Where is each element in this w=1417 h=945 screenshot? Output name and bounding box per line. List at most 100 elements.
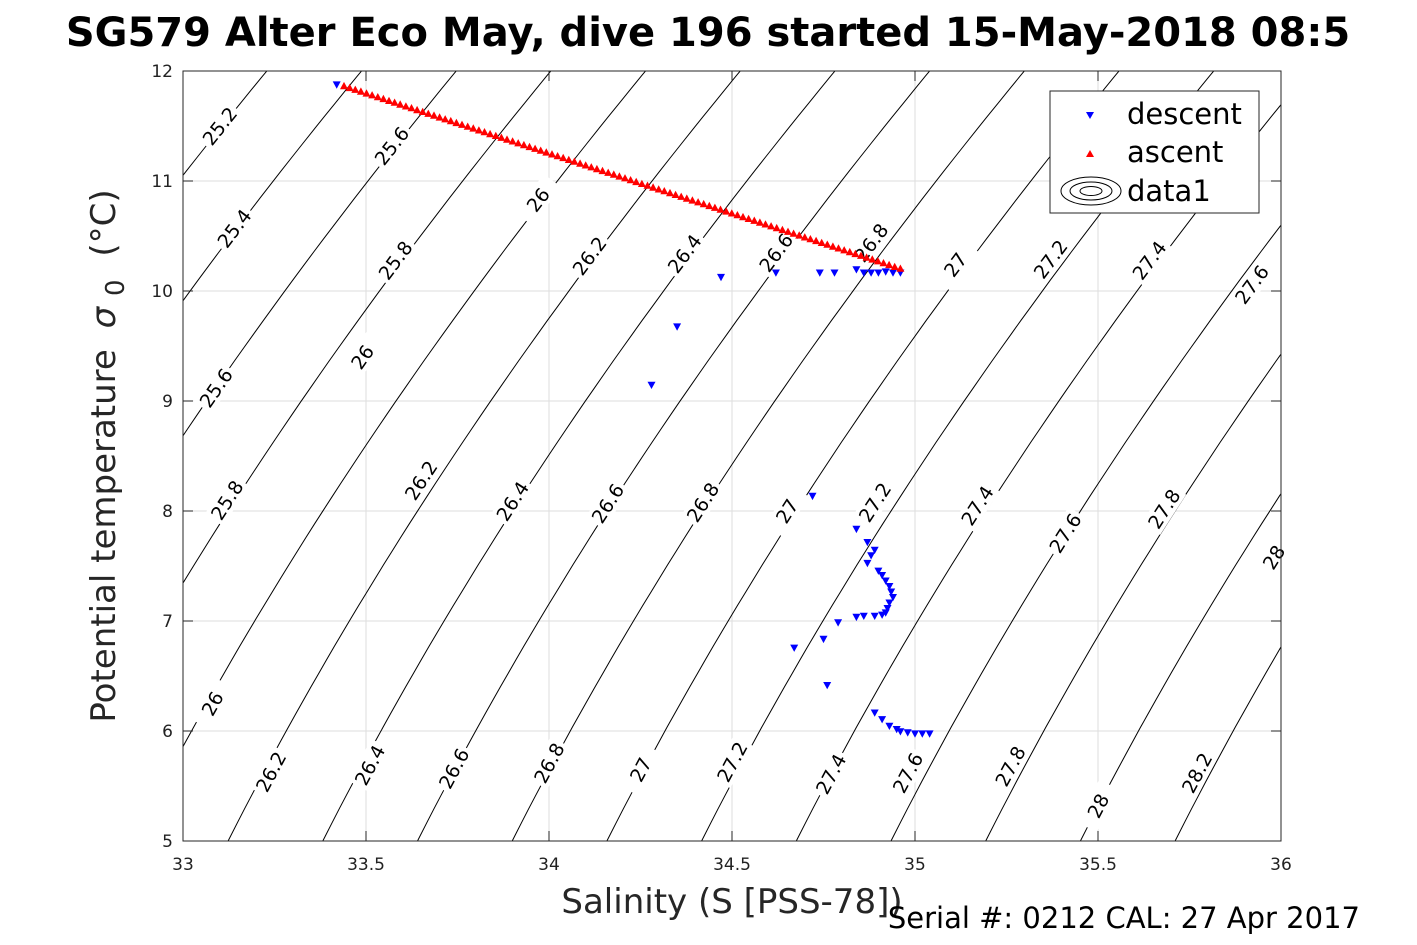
contour-label-bg xyxy=(196,100,244,152)
ascent-point xyxy=(553,152,562,160)
contour-label-bg xyxy=(1077,779,1119,833)
ascent-point xyxy=(368,91,377,99)
contour-label-bg xyxy=(190,677,234,730)
descent-point xyxy=(717,273,725,282)
ascent-point xyxy=(525,142,534,151)
contour-label-bg xyxy=(932,238,979,291)
contour-label-bg xyxy=(249,745,292,799)
descent-point xyxy=(870,546,879,554)
descent-point xyxy=(887,588,896,596)
contour-label-bg xyxy=(710,735,754,789)
ascent-point xyxy=(609,170,618,178)
y-axis-label-unit: (°C) xyxy=(84,189,124,256)
isopycnal-25.2 xyxy=(183,71,268,177)
ascent-point xyxy=(649,183,658,191)
ascent-point xyxy=(340,81,348,90)
ascent-point xyxy=(435,113,444,121)
contour-label: 26.4 xyxy=(348,738,391,792)
descent-point xyxy=(911,730,919,738)
descent-point xyxy=(885,599,894,607)
contour-label: 26.4 xyxy=(661,227,708,280)
ascent-point xyxy=(643,181,652,189)
ascent-point xyxy=(862,253,871,261)
contour-label: 28 xyxy=(1077,779,1119,833)
y-tick-label: 5 xyxy=(162,832,173,852)
ascent-point xyxy=(474,126,483,134)
ascent-point xyxy=(868,255,877,263)
contour-label: 25.6 xyxy=(368,120,416,172)
descent-point xyxy=(889,594,897,602)
descent-point xyxy=(647,381,656,389)
y-tick-label: 6 xyxy=(162,722,173,742)
ascent-point xyxy=(710,203,719,211)
footer-serial-cal: Serial #: 0212 CAL: 27 Apr 2017 xyxy=(888,901,1360,935)
contour-label-bg xyxy=(1175,746,1218,800)
ascent-point xyxy=(598,166,607,175)
ascent-point xyxy=(828,242,837,250)
y-tick-label: 7 xyxy=(162,612,173,632)
contour-label-bg xyxy=(619,743,662,796)
descent-point xyxy=(878,611,887,619)
ascent-point xyxy=(682,194,691,202)
ascent-point xyxy=(604,168,613,176)
x-tick-label: 34.5 xyxy=(713,855,751,875)
ascent-point xyxy=(514,139,523,147)
ascent-point xyxy=(795,231,804,239)
ascent-point xyxy=(548,150,556,158)
contour-label-bg xyxy=(368,120,416,172)
contour-label-bg xyxy=(566,229,613,282)
isopycnal-28.2 xyxy=(1174,645,1281,841)
ascent-point xyxy=(401,102,410,110)
ascent-point xyxy=(750,216,759,224)
ascent-point xyxy=(722,207,731,215)
contour-label-bg xyxy=(1126,234,1173,287)
x-tick-label: 33 xyxy=(172,855,194,875)
contour-label-bg xyxy=(527,736,571,790)
contour-label: 27.2 xyxy=(1027,233,1074,285)
contour-label: 26 xyxy=(190,677,234,730)
contour-label-bg xyxy=(1141,482,1187,535)
descent-point xyxy=(823,682,832,690)
ascent-point xyxy=(761,220,770,228)
contour-label-bg xyxy=(680,476,725,529)
x-tick-label: 34 xyxy=(538,855,560,875)
contour-label-bg xyxy=(348,738,391,792)
ascent-point xyxy=(767,222,776,230)
ascent-point xyxy=(441,115,450,123)
legend-entry-descent: descent xyxy=(1127,97,1242,131)
ascent-point xyxy=(879,259,888,267)
ascent-point xyxy=(559,153,568,162)
y-axis-label-main: Potential temperature xyxy=(84,349,124,722)
ascent-point xyxy=(739,212,747,221)
ascent-point xyxy=(452,118,461,127)
isopycnal-28 xyxy=(1079,492,1281,841)
x-tick-label: 35.5 xyxy=(1079,855,1117,875)
contour-label: 26.6 xyxy=(432,742,475,795)
ascent-point xyxy=(542,148,551,156)
contour-label-bg xyxy=(852,476,897,529)
y-axis-label: Potential temperature σ 0 (°C) xyxy=(84,189,131,722)
ascent-point xyxy=(570,157,579,165)
ascent-point xyxy=(772,223,781,232)
ascent-point xyxy=(424,109,433,117)
descent-point xyxy=(878,716,887,724)
ascent-point xyxy=(356,87,365,95)
isopycnal-25.6 xyxy=(183,71,457,437)
ascent-point xyxy=(755,218,764,226)
descent-point xyxy=(870,709,879,717)
contour-label: 25.6 xyxy=(193,361,239,414)
contour-label: 27.2 xyxy=(852,476,897,529)
contour-label-bg xyxy=(764,484,810,538)
ascent-point xyxy=(345,83,354,92)
descent-point xyxy=(889,269,897,277)
contour-label: 27.6 xyxy=(886,746,929,800)
contour-label-bg xyxy=(585,477,630,530)
descent-point xyxy=(881,609,890,617)
descent-point xyxy=(834,619,843,627)
descent-point xyxy=(870,612,879,620)
ascent-point xyxy=(890,262,899,270)
descent-point xyxy=(881,268,890,276)
ascent-point xyxy=(666,188,674,197)
descent-point xyxy=(878,572,887,580)
